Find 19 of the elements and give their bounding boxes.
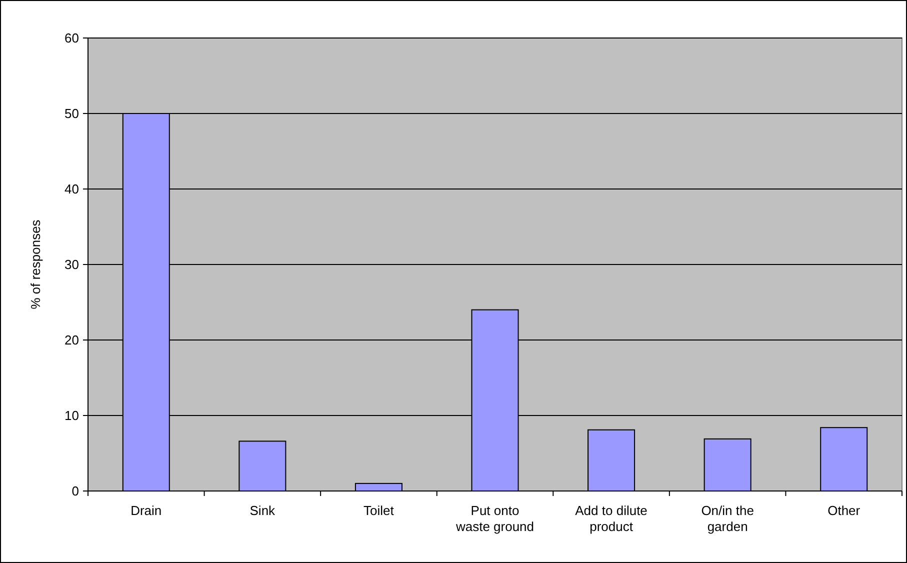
y-tick-label: 50: [64, 106, 79, 122]
x-tick-label: Sink: [250, 503, 276, 518]
bar: [704, 438, 752, 492]
y-tick-label: 10: [64, 408, 79, 424]
y-tick-label: 0: [72, 484, 79, 499]
bar: [238, 440, 286, 492]
y-axis-title: % of responses: [28, 219, 43, 310]
x-tick-label: Toilet: [364, 503, 394, 518]
x-tick-label: Drain: [130, 503, 162, 518]
x-tick-label: On/in the garden: [701, 503, 754, 534]
x-tick-label: Add to dilute product: [575, 503, 648, 534]
bar: [820, 427, 868, 492]
y-tick-label: 20: [64, 332, 79, 348]
y-tick-label: 40: [64, 182, 79, 197]
x-tick-label: Put onto waste ground: [454, 503, 534, 534]
y-tick-label: 60: [64, 30, 79, 46]
x-tick-label: Other: [828, 503, 861, 518]
y-tick-label: 30: [64, 257, 79, 272]
bar: [588, 429, 636, 492]
